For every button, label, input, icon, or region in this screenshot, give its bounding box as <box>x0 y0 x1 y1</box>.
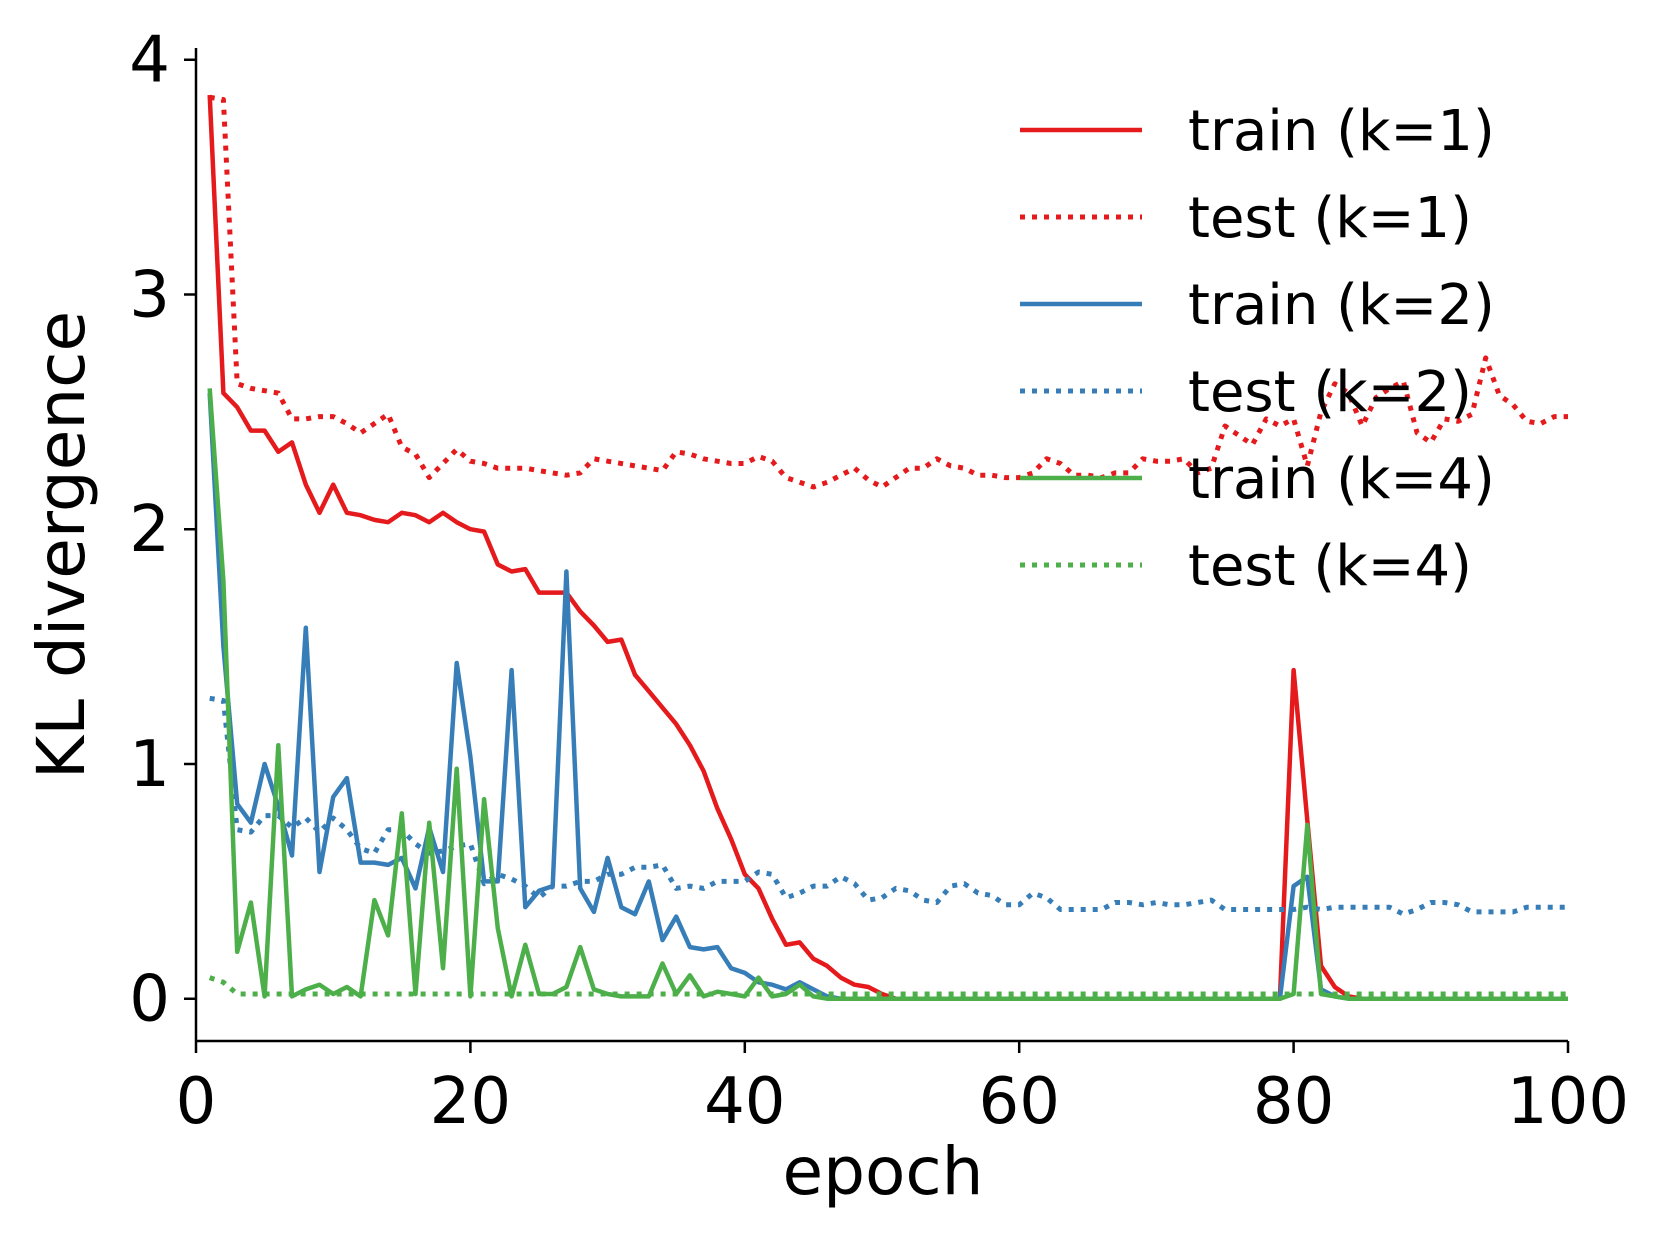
legend-label: test (k=1) <box>1188 186 1472 251</box>
series-line-test-k-2 <box>209 695 1568 917</box>
x-axis-title: epoch <box>783 1133 984 1210</box>
legend-label: test (k=2) <box>1188 360 1472 425</box>
x-tick-label: 60 <box>978 1065 1059 1139</box>
x-tick-label: 0 <box>176 1065 217 1139</box>
legend: train (k=1) test (k=1) train (k=2) test (k=… <box>1020 99 1495 599</box>
x-tick-label: 80 <box>1253 1065 1334 1139</box>
series-line-train-k-4 <box>207 388 1568 1001</box>
y-tick-label: 1 <box>129 728 170 802</box>
y-tick-label: 0 <box>129 963 170 1037</box>
series-line-test-k-4 <box>208 975 1568 997</box>
series-layer <box>207 94 1568 1001</box>
y-axis-title: KL divergence <box>23 311 100 779</box>
x-tick-label: 100 <box>1507 1065 1629 1139</box>
x-tick-label: 20 <box>430 1065 511 1139</box>
series-line-test-k-1 <box>209 94 1568 490</box>
legend-label: train (k=4) <box>1188 447 1495 512</box>
legend-label: train (k=2) <box>1188 273 1495 338</box>
y-tick-label: 2 <box>129 493 170 567</box>
axes-layer: 0 20 40 60 80 100 0 1 2 3 4 <box>129 24 1629 1139</box>
y-tick-label: 4 <box>129 24 170 98</box>
legend-label: train (k=1) <box>1188 99 1495 164</box>
x-tick-label: 40 <box>704 1065 785 1139</box>
y-tick-label: 3 <box>129 258 170 332</box>
legend-label: test (k=4) <box>1188 534 1472 599</box>
